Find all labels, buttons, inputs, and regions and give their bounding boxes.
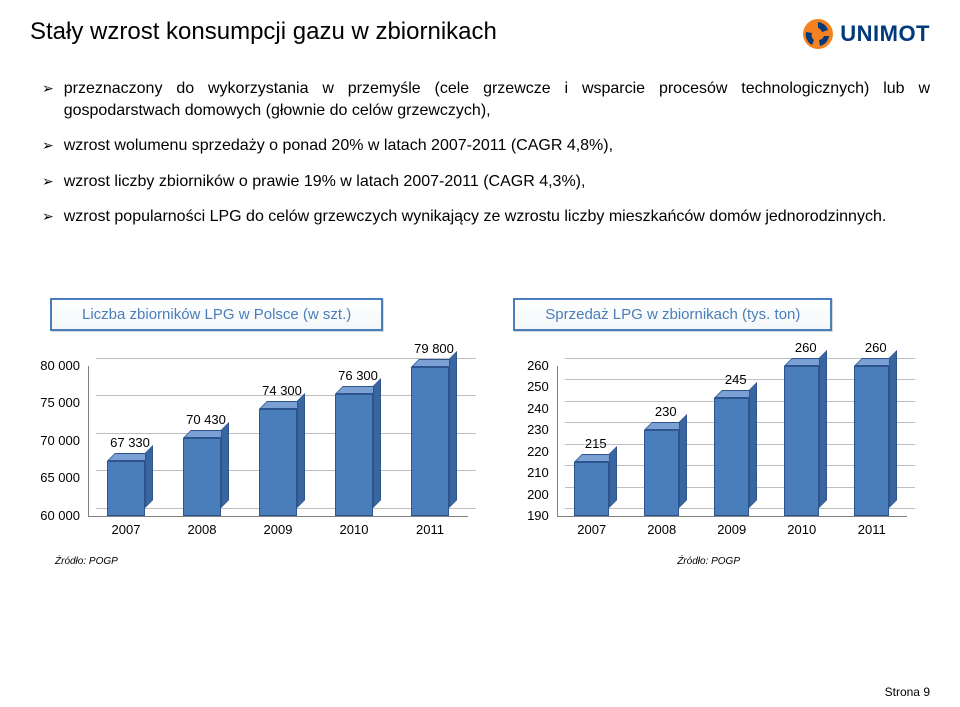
bullet-icon: ➢ [42,137,54,154]
x-tick-label: 2011 [416,522,444,537]
y-tick-label: 210 [515,465,549,480]
logo: UNIMOT [802,18,930,50]
y-tick-label: 80 000 [30,358,80,373]
x-tick-label: 2011 [858,522,886,537]
bullet-list: ➢ przeznaczony do wykorzystania w przemy… [42,78,930,228]
list-item: ➢ wzrost wolumenu sprzedaży o ponad 20% … [42,135,930,157]
bar [644,430,679,516]
bar [335,394,373,516]
bar [854,366,889,516]
y-tick-label: 230 [515,422,549,437]
x-tick-label: 2008 [188,522,217,537]
sources-row: Źródło: POGP Źródło: POGP [30,556,930,567]
y-tick-label: 260 [515,358,549,373]
source-right: Źródło: POGP [677,556,740,567]
chart-labels-row: Liczba zbiorników LPG w Polsce (w szt.) … [30,298,930,331]
axis-line [88,366,89,516]
list-item: ➢ wzrost popularności LPG do celów grzew… [42,206,930,228]
bar-side [679,414,687,508]
bar [259,409,297,516]
x-tick-label: 2009 [717,522,746,537]
data-label: 74 300 [262,383,302,398]
bar-side [609,446,617,508]
y-tick-label: 250 [515,379,549,394]
bullet-icon: ➢ [42,208,54,225]
x-tick-label: 2007 [112,522,141,537]
bar-side [373,378,381,508]
x-tick-label: 2010 [787,522,816,537]
x-tick-label: 2009 [264,522,293,537]
data-label: 260 [795,340,817,355]
bar [574,462,609,516]
x-tick-label: 2008 [647,522,676,537]
bar [784,366,819,516]
bar-side [449,351,457,508]
y-tick-label: 220 [515,444,549,459]
bar-side [819,350,827,508]
axis-line [557,366,558,516]
bar [714,398,749,516]
x-tick-label: 2007 [577,522,606,537]
axis-line [557,516,907,517]
bar [411,367,449,516]
list-item: ➢ przeznaczony do wykorzystania w przemy… [42,78,930,121]
y-tick-label: 190 [515,508,549,523]
y-tick-label: 70 000 [30,433,80,448]
page-number: Strona 9 [885,685,930,699]
axis-line [88,516,468,517]
list-item: ➢ wzrost liczby zbiorników o prawie 19% … [42,171,930,193]
page-title: Stały wzrost konsumpcji gazu w zbiornika… [30,18,497,46]
unimot-swirl-icon [802,18,834,50]
data-label: 70 430 [186,412,226,427]
bullet-text: wzrost popularności LPG do celów grzewcz… [64,206,887,228]
chart-label-left: Liczba zbiorników LPG w Polsce (w szt.) [50,298,383,331]
y-tick-label: 65 000 [30,470,80,485]
header: Stały wzrost konsumpcji gazu w zbiornika… [30,18,930,50]
data-label: 260 [865,340,887,355]
logo-text: UNIMOT [840,21,930,47]
bar-side [749,382,757,508]
data-label: 215 [585,436,607,451]
chart-label-right: Sprzedaż LPG w zbiornikach (tys. ton) [513,298,832,331]
data-label: 245 [725,372,747,387]
data-label: 67 330 [110,435,150,450]
bar-side [297,393,305,508]
bar-side [221,422,229,508]
charts-row: 60 00065 00070 00075 00080 00067 3302007… [30,356,930,546]
y-tick-label: 60 000 [30,508,80,523]
bullet-icon: ➢ [42,80,54,97]
bar [107,461,145,516]
bullet-text: wzrost liczby zbiorników o prawie 19% w … [64,171,586,193]
bar [183,438,221,516]
y-tick-label: 200 [515,487,549,502]
bar-side [145,445,153,508]
y-tick-label: 75 000 [30,395,80,410]
data-label: 230 [655,404,677,419]
chart-left: 60 000 65 000 70 000 75 000 80 000 67 330 2007… [30,356,485,546]
source-left: Źródło: POGP [55,556,118,567]
chart-right: 190 200 210 220 230 240 250 260 215 2007 230 2008 24… [515,356,930,546]
bullet-text: przeznaczony do wykorzystania w przemyśl… [64,78,930,121]
data-label: 79 800 [414,341,454,356]
bullet-icon: ➢ [42,173,54,190]
y-tick-label: 240 [515,401,549,416]
x-tick-label: 2010 [340,522,369,537]
bar-side [889,350,897,508]
bullet-text: wzrost wolumenu sprzedaży o ponad 20% w … [64,135,613,157]
data-label: 76 300 [338,368,378,383]
